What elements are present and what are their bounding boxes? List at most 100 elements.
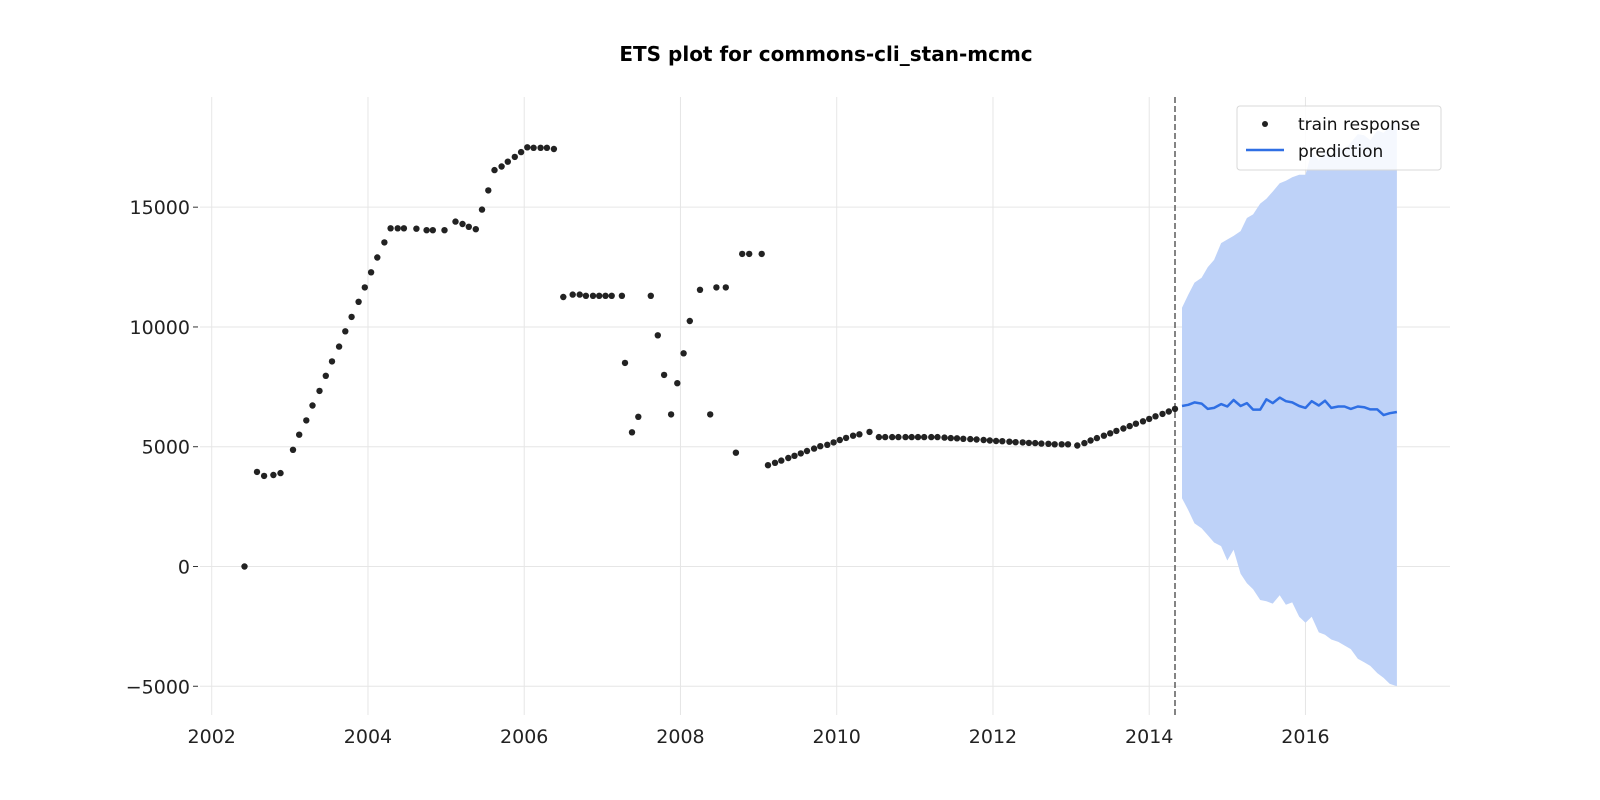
x-tick-label: 2008 <box>656 726 704 748</box>
train-point <box>511 153 518 161</box>
train-point <box>713 284 720 291</box>
x-tick-label: 2016 <box>1281 726 1329 748</box>
train-point <box>348 313 355 321</box>
train-point <box>866 428 873 436</box>
train-point <box>696 286 704 293</box>
train-point <box>674 380 681 387</box>
train-point <box>797 450 804 457</box>
train-point <box>654 332 661 339</box>
train-point <box>934 433 941 441</box>
x-tick-label: 2006 <box>500 726 548 748</box>
train-point <box>791 452 798 459</box>
train-point <box>589 292 597 299</box>
train-point <box>1006 438 1013 445</box>
train-point <box>459 220 466 228</box>
chart-title: ETS plot for commons-cli_stan-mcmc <box>619 42 1032 66</box>
train-point <box>1087 437 1094 444</box>
train-point <box>1146 415 1153 423</box>
train-point <box>296 431 303 438</box>
train-point <box>387 225 394 232</box>
train-point <box>335 343 343 350</box>
y-tick-label: −5000 <box>126 676 190 698</box>
train-points-layer <box>241 144 1179 570</box>
train-point <box>413 225 420 232</box>
train-point <box>967 435 974 443</box>
prediction-interval-area <box>1182 121 1397 687</box>
train-point <box>322 372 329 379</box>
train-point <box>1159 410 1166 418</box>
train-point <box>973 436 980 443</box>
train-point <box>1100 432 1108 439</box>
train-point <box>491 166 498 174</box>
train-point <box>478 206 486 213</box>
y-tick-label: 5000 <box>142 437 190 459</box>
train-point <box>472 226 479 233</box>
train-point <box>635 413 642 420</box>
train-point <box>830 439 837 446</box>
train-point <box>582 292 590 299</box>
train-point <box>953 435 961 442</box>
train-point <box>342 328 349 335</box>
train-point <box>560 293 567 301</box>
train-point <box>722 284 729 291</box>
train-point <box>739 250 746 258</box>
train-point <box>778 457 785 464</box>
train-point <box>1058 441 1065 448</box>
train-point <box>771 459 779 466</box>
train-point <box>400 225 408 232</box>
train-point <box>576 291 583 298</box>
train-point <box>569 291 576 298</box>
train-point <box>1051 441 1058 448</box>
train-point <box>608 292 615 299</box>
train-point <box>452 218 459 225</box>
train-point <box>667 411 675 418</box>
train-point <box>504 158 511 165</box>
train-point <box>277 469 284 477</box>
train-point <box>908 433 915 441</box>
train-point <box>328 358 336 365</box>
train-point <box>367 269 375 276</box>
train-point <box>355 298 362 305</box>
legend-box <box>1236 105 1442 171</box>
train-point <box>836 436 843 444</box>
train-point <box>550 145 558 153</box>
train-point <box>1165 408 1173 415</box>
train-point <box>1152 413 1159 420</box>
train-point <box>999 438 1006 445</box>
prediction-line-layer <box>1181 396 1398 417</box>
train-point <box>1025 439 1033 447</box>
train-point <box>602 292 609 299</box>
train-point <box>1171 405 1179 413</box>
train-point <box>289 446 297 453</box>
axis-layer: 2002 2004 2006 2008 2010 2012 2014 2016 −5000 0 50… <box>126 197 1330 748</box>
train-point <box>1132 420 1140 427</box>
train-point <box>260 472 268 480</box>
train-point <box>537 144 544 151</box>
train-point <box>316 387 323 395</box>
train-point <box>882 433 889 441</box>
train-point <box>1107 430 1114 437</box>
train-point <box>1081 439 1088 447</box>
train-point <box>680 350 687 357</box>
train-point <box>875 433 883 441</box>
x-tick-label: 2002 <box>188 726 236 748</box>
train-point <box>928 433 935 441</box>
legend-train-marker <box>1262 121 1268 127</box>
train-point <box>941 434 948 441</box>
train-point <box>270 471 277 479</box>
train-point <box>1139 418 1147 425</box>
train-point <box>902 433 909 441</box>
train-point <box>732 449 740 456</box>
train-point <box>1045 440 1052 447</box>
train-point <box>1012 439 1019 446</box>
train-point <box>660 371 668 379</box>
train-point <box>842 434 850 442</box>
train-point <box>746 250 753 258</box>
train-point <box>303 417 310 424</box>
train-point <box>849 432 857 439</box>
train-point <box>618 292 626 299</box>
train-point <box>485 187 492 194</box>
train-point <box>947 434 954 442</box>
train-point <box>1093 434 1101 442</box>
